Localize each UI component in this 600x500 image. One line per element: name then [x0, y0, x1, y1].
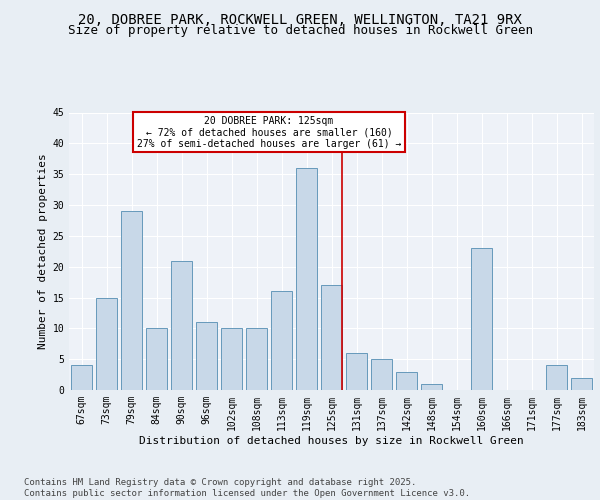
Text: 20 DOBREE PARK: 125sqm
← 72% of detached houses are smaller (160)
27% of semi-de: 20 DOBREE PARK: 125sqm ← 72% of detached… [137, 116, 401, 149]
Bar [571, 378, 592, 390]
Bar [371, 359, 392, 390]
Bar [321, 285, 342, 390]
Text: Contains HM Land Registry data © Crown copyright and database right 2025.
Contai: Contains HM Land Registry data © Crown c… [24, 478, 470, 498]
Bar [146, 328, 167, 390]
Bar [471, 248, 492, 390]
Bar [271, 292, 292, 390]
X-axis label: Distribution of detached houses by size in Rockwell Green: Distribution of detached houses by size … [139, 436, 524, 446]
Bar [121, 211, 142, 390]
Bar [71, 366, 92, 390]
Text: 20, DOBREE PARK, ROCKWELL GREEN, WELLINGTON, TA21 9RX: 20, DOBREE PARK, ROCKWELL GREEN, WELLING… [78, 12, 522, 26]
Bar [546, 366, 567, 390]
Bar [296, 168, 317, 390]
Bar [196, 322, 217, 390]
Text: Size of property relative to detached houses in Rockwell Green: Size of property relative to detached ho… [67, 24, 533, 37]
Bar [421, 384, 442, 390]
Bar [246, 328, 267, 390]
Bar [171, 260, 192, 390]
Bar [96, 298, 117, 390]
Bar [396, 372, 417, 390]
Bar [221, 328, 242, 390]
Y-axis label: Number of detached properties: Number of detached properties [38, 154, 48, 349]
Bar [346, 353, 367, 390]
